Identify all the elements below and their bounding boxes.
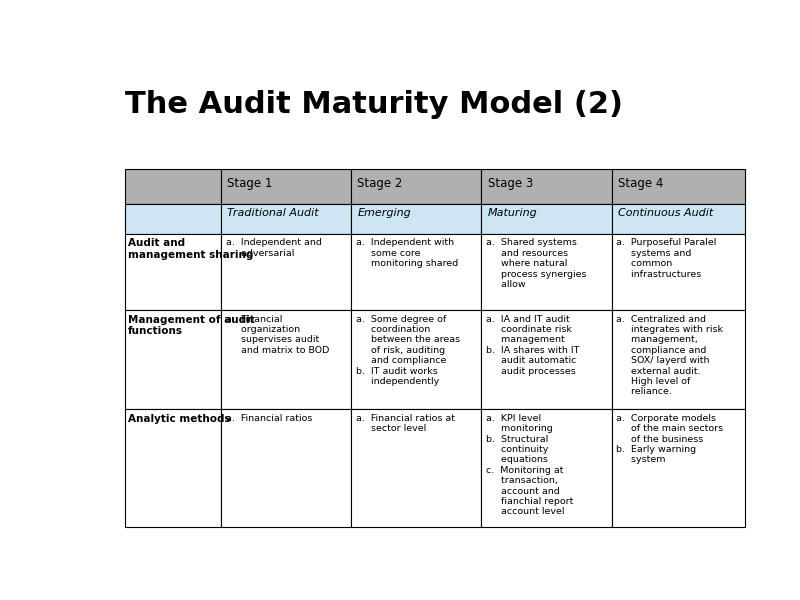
- Bar: [611, 169, 745, 203]
- Text: Emerging: Emerging: [358, 208, 411, 218]
- Text: a.  KPI level
     monitoring
b.  Structural
     continuity
     equations
c.  : a. KPI level monitoring b. Structural co…: [486, 414, 574, 517]
- Text: Stage 3: Stage 3: [487, 178, 533, 190]
- Text: Audit and
management sharing: Audit and management sharing: [128, 238, 254, 260]
- Bar: [611, 203, 745, 233]
- Bar: [221, 310, 351, 409]
- Bar: [125, 169, 221, 203]
- Bar: [611, 310, 745, 409]
- Bar: [482, 310, 611, 409]
- Bar: [611, 409, 745, 527]
- Bar: [482, 409, 611, 527]
- Text: Analytic methods: Analytic methods: [128, 414, 230, 424]
- Bar: [482, 203, 611, 233]
- Bar: [351, 169, 482, 203]
- Text: a.  Shared systems
     and resources
     where natural
     process synergies
: a. Shared systems and resources where na…: [486, 238, 586, 289]
- Bar: [221, 409, 351, 527]
- Text: Stage 2: Stage 2: [358, 178, 402, 190]
- Bar: [125, 203, 221, 233]
- Text: a.  Independent and
     adversarial: a. Independent and adversarial: [226, 238, 322, 258]
- Bar: [351, 310, 482, 409]
- Text: a.  IA and IT audit
     coordinate risk
     management
b.  IA shares with IT
 : a. IA and IT audit coordinate risk manag…: [486, 314, 580, 376]
- Bar: [351, 409, 482, 527]
- Bar: [221, 233, 351, 310]
- Bar: [221, 203, 351, 233]
- Text: The Audit Maturity Model (2): The Audit Maturity Model (2): [125, 91, 622, 119]
- Bar: [482, 169, 611, 203]
- Text: a.  Financial ratios: a. Financial ratios: [226, 414, 312, 423]
- Text: Continuous Audit: Continuous Audit: [618, 208, 713, 218]
- Text: a.  Independent with
     some core
     monitoring shared: a. Independent with some core monitoring…: [356, 238, 458, 268]
- Text: Stage 1: Stage 1: [227, 178, 273, 190]
- Bar: [351, 203, 482, 233]
- Text: a.  Financial ratios at
     sector level: a. Financial ratios at sector level: [356, 414, 455, 433]
- Bar: [125, 310, 221, 409]
- Bar: [125, 233, 221, 310]
- Text: a.  Purposeful Paralel
     systems and
     common
     infrastructures: a. Purposeful Paralel systems and common…: [617, 238, 717, 278]
- Text: a.  Some degree of
     coordination
     between the areas
     of risk, auditi: a. Some degree of coordination between t…: [356, 314, 460, 386]
- Text: Management of audit
functions: Management of audit functions: [128, 314, 254, 336]
- Text: a.  Centralized and
     integrates with risk
     management,
     compliance a: a. Centralized and integrates with risk …: [617, 314, 723, 397]
- Text: Traditional Audit: Traditional Audit: [227, 208, 318, 218]
- Text: a.  Financial
     organization
     supervises audit
     and matrix to BOD: a. Financial organization supervises aud…: [226, 314, 330, 355]
- Text: Stage 4: Stage 4: [618, 178, 663, 190]
- Bar: [611, 233, 745, 310]
- Bar: [482, 233, 611, 310]
- Text: Maturing: Maturing: [487, 208, 538, 218]
- Bar: [125, 409, 221, 527]
- Bar: [221, 169, 351, 203]
- Text: a.  Corporate models
     of the main sectors
     of the business
b.  Early war: a. Corporate models of the main sectors …: [617, 414, 723, 464]
- Bar: [351, 233, 482, 310]
